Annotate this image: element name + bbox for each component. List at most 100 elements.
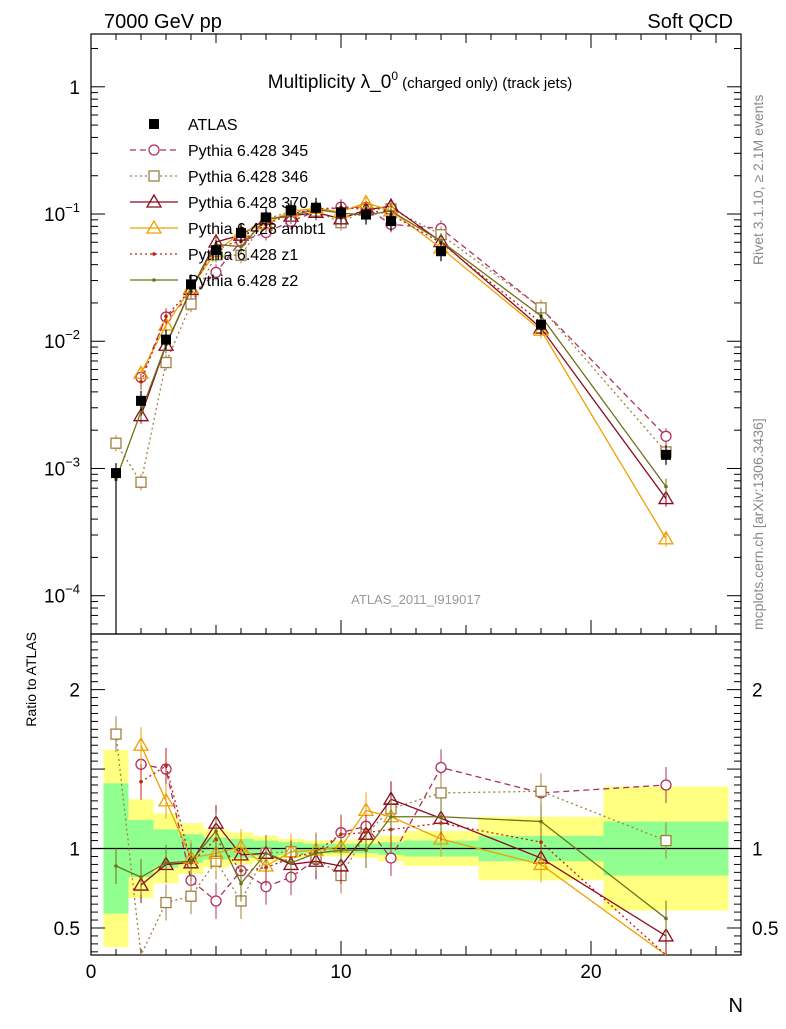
main-series-point <box>160 356 172 369</box>
data-point <box>661 449 671 460</box>
ratio-series-point <box>164 861 168 865</box>
ratio-series-point <box>432 830 450 845</box>
data-point <box>186 279 196 290</box>
main-series-point <box>439 239 443 243</box>
ratio-series-point <box>210 895 222 907</box>
x-axis-label: N <box>729 995 743 1017</box>
axis-ticks: 0 10 20 10−4 10−3 10−2 10−1 1 0.5 0.5 1 1 2 2 <box>44 34 778 983</box>
ratio-series-point <box>264 851 268 856</box>
legend-label: Pythia 6.428 ambt1 <box>188 221 326 238</box>
data-point <box>261 212 271 223</box>
ratio-series-point <box>139 779 143 784</box>
ratio-series-point <box>660 834 672 847</box>
ratio-series-point <box>535 785 547 797</box>
legend-marker <box>152 252 156 256</box>
x-tick-label: 10 <box>330 962 351 983</box>
main-series-point <box>389 209 393 213</box>
main-series-point <box>164 314 168 319</box>
ratio-series-line <box>140 764 667 956</box>
main-series-point <box>132 407 150 422</box>
data-point <box>386 216 396 227</box>
data-point <box>236 227 246 238</box>
main-series-point <box>332 210 350 225</box>
ratio-y-tick-label-right: 1 <box>752 840 763 861</box>
legend-marker <box>145 193 163 208</box>
side-label-mcplots: mcplots.cern.ch [arXiv:1306.3436] <box>750 418 766 630</box>
ratio-y-tick-label: 1 <box>69 840 80 861</box>
legend-marker <box>145 219 163 234</box>
ratio-series-line <box>115 734 667 958</box>
ratio-series-point <box>332 857 350 872</box>
x-tick-label: 0 <box>86 962 97 983</box>
ratio-series-point <box>157 792 175 807</box>
main-y-tick-label: 10−3 <box>44 454 80 480</box>
legend-label: Pythia 6.428 345 <box>188 143 308 160</box>
series-layer <box>110 194 675 958</box>
main-series-point <box>239 244 243 249</box>
ratio-y-axis-label: Ratio to ATLAS <box>23 632 39 727</box>
main-series-point <box>660 430 672 442</box>
legend-label-data: ATLAS <box>188 117 238 134</box>
ratio-series-point <box>435 761 447 774</box>
legend-marker-data <box>149 119 159 129</box>
main-series-point <box>664 484 668 489</box>
main-y-tick-label: 1 <box>69 78 80 99</box>
main-series-point <box>185 298 197 310</box>
title-main: Multiplicity λ_0 <box>268 72 392 93</box>
ratio-series-point <box>532 856 550 871</box>
ratio-series-point <box>364 848 368 852</box>
main-y-tick-label: 10−2 <box>44 327 80 353</box>
legend-label: Pythia 6.428 z1 <box>188 247 298 264</box>
analysis-label: ATLAS_2011_I919017 <box>351 592 481 607</box>
data-point <box>536 319 546 330</box>
ratio-series-point <box>439 814 443 819</box>
category-label: Soft QCD <box>647 11 733 33</box>
data-point <box>436 246 446 257</box>
legend-label: Pythia 6.428 346 <box>188 169 308 186</box>
x-tick-label: 20 <box>580 962 601 983</box>
ratio-series-point <box>232 838 250 853</box>
main-series-point <box>657 490 675 505</box>
ratio-series-point <box>664 916 668 921</box>
ratio-series-point <box>110 728 122 740</box>
data-point <box>286 205 296 216</box>
main-y-tick-label: 10−1 <box>44 200 80 226</box>
ratio-series-point <box>289 861 293 865</box>
energy-label: 7000 GeV pp <box>104 11 222 33</box>
ratio-series-point <box>239 881 243 886</box>
ratio-series-point <box>164 764 168 768</box>
legend-marker <box>148 170 160 182</box>
ratio-series-point <box>132 736 150 751</box>
ratio-y-tick-label: 0.5 <box>54 919 80 940</box>
ratio-series-point <box>389 814 393 819</box>
ratio-series-point <box>189 859 193 864</box>
ratio-series-point <box>385 852 397 864</box>
data-point <box>211 245 221 256</box>
legend-label: Pythia 6.428 z2 <box>188 273 298 290</box>
ratio-series-point <box>185 890 197 902</box>
main-series-point <box>139 409 143 414</box>
main-title: Multiplicity λ_00 (charged only) (track … <box>268 69 572 93</box>
ratio-series-point <box>539 819 543 824</box>
data-point <box>136 395 146 406</box>
ratio-series-point <box>314 851 318 856</box>
ratio-series-point <box>660 779 672 791</box>
main-series-point <box>210 266 222 278</box>
main-series-point <box>110 437 122 449</box>
main-series-point <box>139 380 143 384</box>
data-point <box>336 207 346 218</box>
main-series-point <box>135 476 147 488</box>
ratio-y-tick-label-right: 0.5 <box>752 919 778 940</box>
legend-label: Pythia 6.428 370 <box>188 195 308 212</box>
data-point <box>161 334 171 345</box>
title-suffix: (charged only) (track jets) <box>398 75 572 92</box>
legend: ATLAS Pythia 6.428 345 Pythia 6.428 346 Pyt… <box>130 117 326 290</box>
ratio-series-point <box>339 848 343 852</box>
ratio-series-point <box>114 864 118 868</box>
main-series-point <box>657 530 675 545</box>
ratio-y-tick-label: 2 <box>69 681 80 702</box>
main-y-tick-label: 10−4 <box>44 582 80 608</box>
side-label-rivet: Rivet 3.1.10, ≥ 2.1M events <box>750 95 766 265</box>
ratio-series-point <box>160 896 172 909</box>
